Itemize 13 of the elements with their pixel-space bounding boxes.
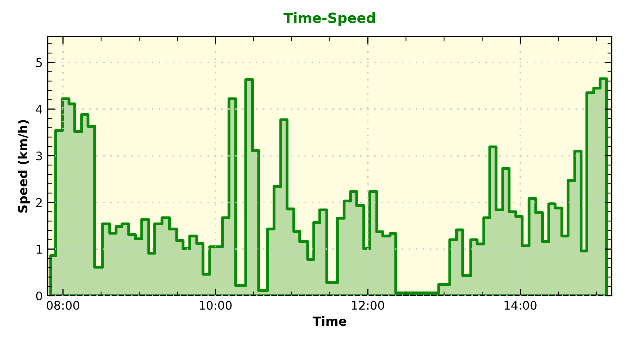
y-tick-label: 2	[36, 198, 42, 208]
x-tick-label: 12:00	[352, 301, 384, 310]
x-tick-label: 08:00	[47, 301, 80, 310]
y-axis-title: Speed (km/h)	[18, 120, 30, 213]
y-tick-label: 3	[36, 152, 42, 161]
x-axis-title: Time	[312, 316, 347, 326]
y-tick-label: 1	[36, 245, 42, 254]
x-tick-label: 10:00	[200, 301, 232, 310]
x-tick-label: 14:00	[504, 301, 537, 310]
y-tick-label: 5	[36, 58, 42, 68]
chart-title: Time-Speed	[284, 12, 376, 26]
y-tick-label: 0	[36, 292, 42, 301]
y-tick-label: 4	[36, 105, 42, 114]
